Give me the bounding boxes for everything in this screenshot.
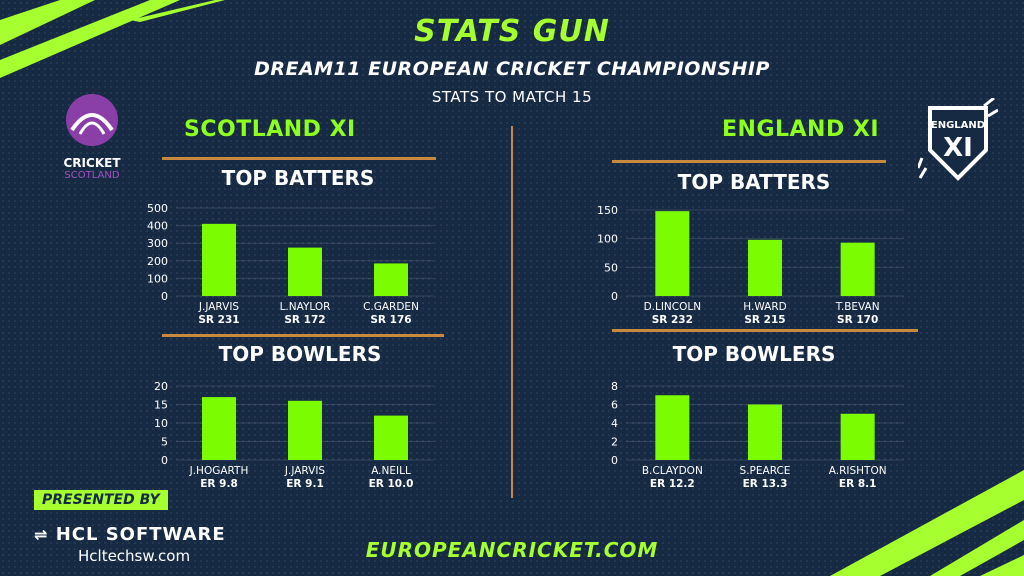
logo-word: ENGLAND — [931, 120, 985, 131]
page-title: STATS GUN — [414, 14, 610, 49]
x-sublabel: ER 13.3 — [743, 478, 788, 490]
stats-to-match: STATS TO MATCH 15 — [431, 88, 593, 106]
x-category-label: L.NAYLOR — [280, 301, 331, 313]
x-sublabel: SR 231 — [198, 314, 239, 326]
sponsor-link[interactable]: Hcltechsw.com — [78, 547, 191, 565]
x-category-label: B.CLAYDON — [642, 465, 703, 477]
bar — [840, 413, 875, 460]
y-tick-label: 0 — [611, 290, 618, 303]
y-tick-label: 6 — [611, 399, 618, 412]
y-tick-label: 5 — [161, 436, 168, 449]
sponsor-name: ⇌ HCL SOFTWARE — [34, 524, 226, 545]
sponsor-label: HCL SOFTWARE — [55, 524, 226, 545]
divider-england-top — [612, 160, 886, 163]
section-title-scotland-bowlers: TOP BOWLERS — [218, 342, 382, 366]
bar — [748, 239, 782, 296]
bar — [655, 395, 690, 460]
x-sublabel: ER 10.0 — [369, 478, 414, 490]
center-divider — [511, 126, 513, 498]
y-tick-label: 300 — [147, 237, 168, 250]
x-sublabel: ER 9.8 — [200, 478, 238, 490]
y-tick-label: 20 — [154, 380, 168, 393]
divider-scotland-mid — [162, 334, 444, 337]
bar — [202, 223, 236, 296]
logo-word-2: SCOTLAND — [64, 170, 120, 181]
bar — [374, 263, 408, 296]
shield-icon: ENGLAND XI — [916, 96, 999, 181]
y-tick-label: 0 — [611, 454, 618, 467]
x-category-label: H.WARD — [743, 301, 786, 313]
section-title-england-bowlers: TOP BOWLERS — [672, 342, 836, 366]
bar — [840, 242, 875, 296]
bar — [202, 397, 236, 460]
y-tick-label: 50 — [604, 261, 618, 274]
x-sublabel: ER 12.2 — [650, 478, 695, 490]
cricket-scotland-logo: CRICKET SCOTLAND — [52, 90, 132, 181]
x-sublabel: SR 176 — [370, 314, 411, 326]
y-tick-label: 200 — [147, 255, 168, 268]
y-tick-label: 500 — [147, 202, 168, 215]
x-sublabel: SR 215 — [744, 314, 785, 326]
x-sublabel: SR 170 — [837, 314, 878, 326]
y-tick-label: 10 — [154, 417, 168, 430]
bar — [655, 211, 690, 296]
y-tick-label: 4 — [611, 417, 618, 430]
x-category-label: D.LINCOLN — [644, 301, 702, 313]
y-tick-label: 400 — [147, 220, 168, 233]
y-tick-label: 0 — [161, 290, 168, 303]
x-category-label: J.JARVIS — [284, 465, 326, 477]
divider-england-mid — [612, 329, 918, 332]
logo-xi: XI — [943, 133, 973, 163]
y-tick-label: 15 — [154, 399, 168, 412]
logo-word: CRICKET — [63, 156, 121, 170]
hcl-logo-icon: ⇌ — [34, 525, 49, 544]
england-xi-logo: ENGLAND XI — [916, 96, 999, 184]
page-subtitle: DREAM11 EUROPEAN CRICKET CHAMPIONSHIP — [254, 58, 770, 80]
y-tick-label: 2 — [611, 436, 618, 449]
section-title-england-batters: TOP BATTERS — [677, 170, 831, 194]
presented-by-badge: PRESENTED BY — [34, 490, 168, 510]
x-category-label: A.NEILL — [371, 465, 411, 477]
x-category-label: J.HOGARTH — [189, 465, 249, 477]
x-category-label: S.PEARCE — [740, 465, 791, 477]
section-title-scotland-batters: TOP BATTERS — [221, 166, 375, 190]
website-link[interactable]: EUROPEANCRICKET.COM — [365, 538, 659, 562]
x-sublabel: SR 232 — [652, 314, 693, 326]
x-category-label: C.GARDEN — [363, 301, 419, 313]
y-tick-label: 150 — [597, 204, 618, 217]
x-sublabel: SR 172 — [284, 314, 325, 326]
team-title-scotland: SCOTLAND XI — [184, 117, 356, 142]
divider-scotland-top — [162, 157, 436, 160]
bar — [374, 415, 408, 460]
x-sublabel: ER 8.1 — [839, 478, 877, 490]
x-category-label: A.RISHTON — [829, 465, 887, 477]
team-title-england: ENGLAND XI — [722, 117, 880, 142]
x-category-label: T.BEVAN — [835, 301, 880, 313]
y-tick-label: 100 — [147, 272, 168, 285]
y-tick-label: 100 — [597, 233, 618, 246]
y-tick-label: 8 — [611, 380, 618, 393]
bar — [288, 400, 322, 460]
y-tick-label: 0 — [161, 454, 168, 467]
x-category-label: J.JARVIS — [198, 301, 240, 313]
bar — [288, 247, 322, 296]
thistle-icon — [66, 94, 118, 146]
x-sublabel: ER 9.1 — [286, 478, 324, 490]
bar — [748, 404, 782, 460]
